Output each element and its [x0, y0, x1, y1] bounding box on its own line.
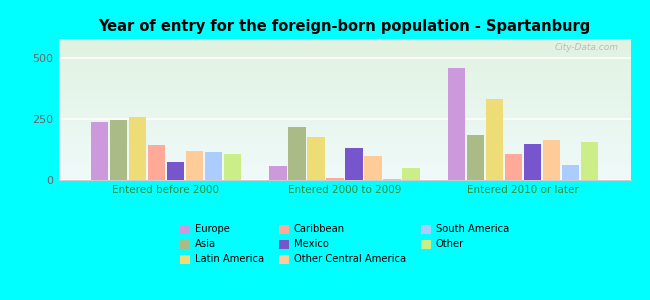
Bar — [270, 166, 287, 180]
Bar — [486, 99, 503, 180]
Bar — [224, 154, 240, 180]
Bar — [91, 122, 108, 180]
Bar — [205, 152, 222, 180]
Bar — [448, 68, 465, 180]
Bar — [581, 142, 598, 180]
Bar — [345, 148, 363, 180]
Bar — [129, 117, 146, 180]
Bar — [467, 135, 484, 180]
Bar — [543, 140, 560, 180]
Bar — [562, 165, 579, 180]
Bar — [307, 137, 324, 180]
Bar — [505, 154, 523, 180]
Bar — [384, 179, 400, 180]
Bar — [289, 127, 306, 180]
Bar — [326, 178, 344, 180]
Legend: Europe, Asia, Latin America, Caribbean, Mexico, Other Central America, South Ame: Europe, Asia, Latin America, Caribbean, … — [180, 224, 509, 265]
Text: City-Data.com: City-Data.com — [555, 43, 619, 52]
Bar — [186, 151, 203, 180]
Bar — [148, 145, 165, 180]
Bar — [110, 120, 127, 180]
Bar — [166, 163, 184, 180]
Bar — [402, 168, 419, 180]
Bar — [365, 156, 382, 180]
Title: Year of entry for the foreign-born population - Spartanburg: Year of entry for the foreign-born popul… — [98, 19, 591, 34]
Bar — [524, 143, 541, 180]
